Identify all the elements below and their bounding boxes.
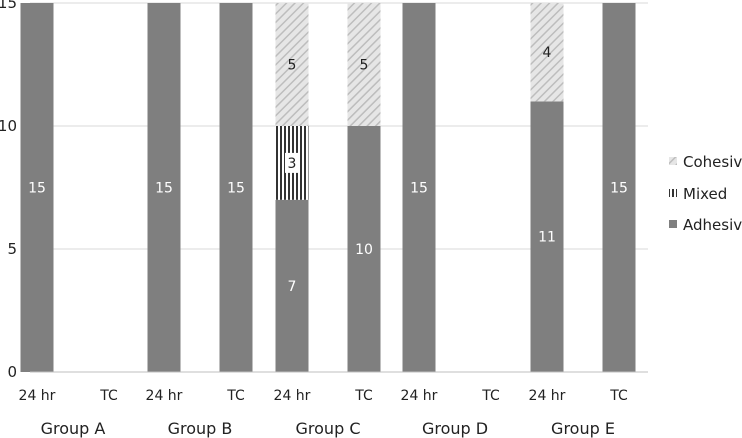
legend-label-mixed: Mixed — [683, 185, 727, 203]
bar-segment-adhesive — [402, 3, 436, 372]
data-label: 5 — [288, 58, 297, 74]
legend: Cohesive Mixed Adhesive — [669, 153, 742, 234]
bar-segment-cohesive — [530, 3, 564, 102]
x-tick-label: 24 hr — [401, 388, 438, 404]
y-tick-label: 15 — [0, 0, 17, 12]
y-tick-label: 5 — [7, 240, 17, 258]
data-label: 15 — [227, 181, 245, 197]
x-tick-label: 24 hr — [19, 388, 56, 404]
x-axis: 24 hr TC Group A 24 hr TC Group B 24 hr TC Group… — [19, 371, 648, 438]
y-tick-label: 0 — [7, 363, 17, 381]
data-label: 15 — [610, 181, 628, 197]
y-axis: 0 5 10 15 — [0, 0, 17, 381]
x-tick-label: TC — [226, 388, 245, 404]
data-label: 11 — [538, 230, 556, 246]
legend-swatch-mixed — [669, 189, 677, 197]
bar-segment-adhesive — [275, 199, 309, 372]
x-tick-label: TC — [481, 388, 500, 404]
group-label: Group E — [551, 419, 615, 438]
group-label: Group A — [41, 419, 106, 438]
data-label: 5 — [360, 58, 369, 74]
bar-segment-adhesive — [20, 3, 54, 372]
bar-segment-adhesive — [530, 101, 564, 373]
legend-label-cohesive: Cohesive — [683, 153, 742, 171]
legend-swatch-cohesive — [669, 157, 677, 165]
data-label: 15 — [28, 181, 46, 197]
x-tick-label: 24 hr — [146, 388, 183, 404]
legend-swatch-adhesive — [669, 220, 677, 228]
x-tick-label: TC — [354, 388, 373, 404]
group-label: Group B — [168, 419, 233, 438]
x-tick-label: TC — [609, 388, 628, 404]
bar-segment-adhesive — [219, 3, 253, 372]
x-tick-label: 24 hr — [274, 388, 311, 404]
data-label: 15 — [155, 181, 173, 197]
x-tick-label: 24 hr — [529, 388, 566, 404]
data-label: 10 — [355, 242, 373, 258]
group-label: Group D — [422, 419, 488, 438]
data-label: 15 — [410, 181, 428, 197]
data-label: 3 — [288, 156, 297, 172]
bar-segment-cohesive — [347, 3, 381, 126]
legend-label-adhesive: Adhesive — [683, 216, 742, 234]
x-tick-label: TC — [99, 388, 118, 404]
data-label-bg — [285, 152, 299, 173]
group-label: Group C — [296, 419, 361, 438]
data-label: 7 — [288, 279, 297, 295]
bar-segment-adhesive — [602, 3, 636, 372]
data-label: 4 — [543, 45, 552, 61]
bar-segment-adhesive — [347, 126, 381, 372]
bars: 15 15 15 7 3 5 10 5 15 11 4 15 — [20, 3, 636, 373]
bar-segment-cohesive — [275, 3, 309, 126]
y-tick-label: 10 — [0, 117, 17, 135]
bar-segment-adhesive — [147, 3, 181, 372]
